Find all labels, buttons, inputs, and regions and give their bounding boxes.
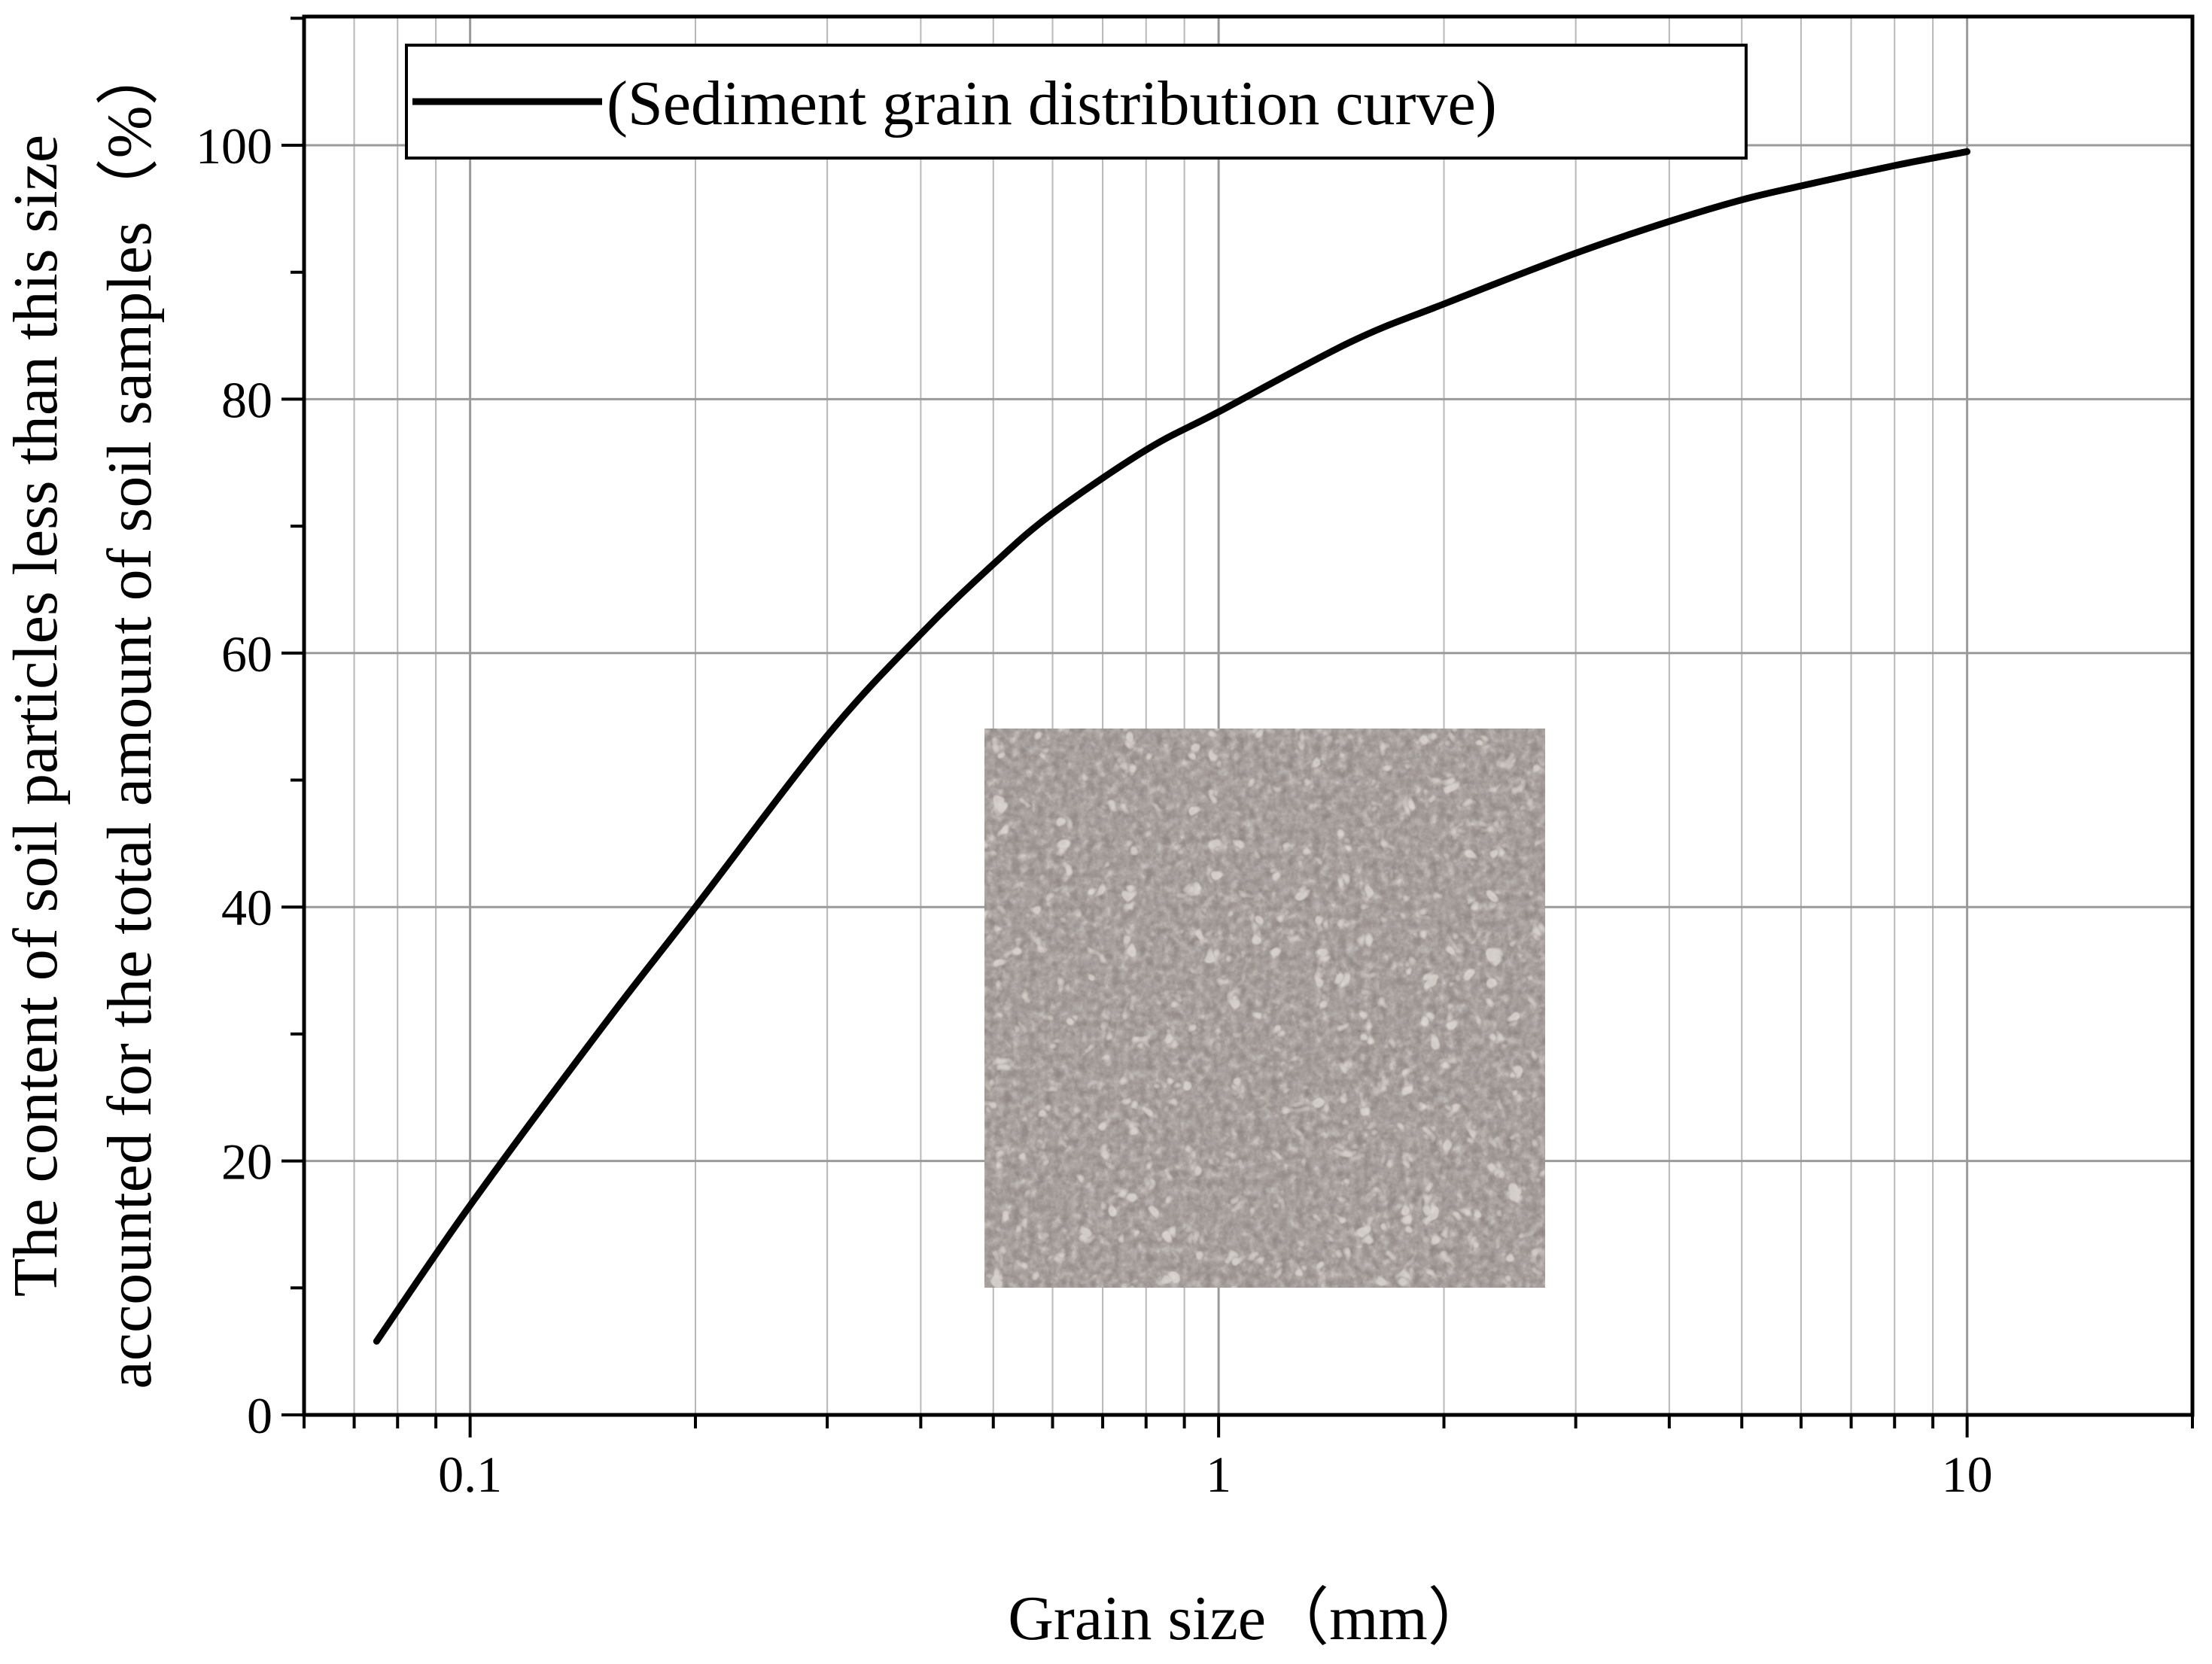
x-axis-title: Grain size（mm） <box>1008 1583 1491 1653</box>
legend-box <box>405 44 1748 160</box>
series-line <box>373 148 1971 1345</box>
y-tick-label: 20 <box>221 1133 272 1191</box>
legend-label: (Sediment grain distribution curve) <box>607 68 1497 138</box>
y-axis-title-line-1: The content of soil particles less than … <box>1 135 71 1297</box>
y-tick-label: 80 <box>221 371 272 428</box>
x-tick-label: 1 <box>1206 1446 1231 1503</box>
x-tick-label: 0.1 <box>438 1446 502 1503</box>
y-tick-label: 40 <box>221 879 272 936</box>
y-tick-label: 100 <box>196 117 272 175</box>
soil-sample-photo <box>984 729 1545 1288</box>
axis-ticks <box>281 17 2194 1437</box>
legend: (Sediment grain distribution curve) <box>405 44 1748 160</box>
plot-frame <box>302 14 2195 1417</box>
y-tick-label: 60 <box>221 625 272 683</box>
series-layer <box>373 148 1971 1345</box>
y-tick-label: 0 <box>247 1387 272 1444</box>
x-tick-label: 10 <box>1942 1446 1993 1503</box>
y-axis-title-line-2: accounted for the total amount of soil s… <box>95 42 165 1389</box>
